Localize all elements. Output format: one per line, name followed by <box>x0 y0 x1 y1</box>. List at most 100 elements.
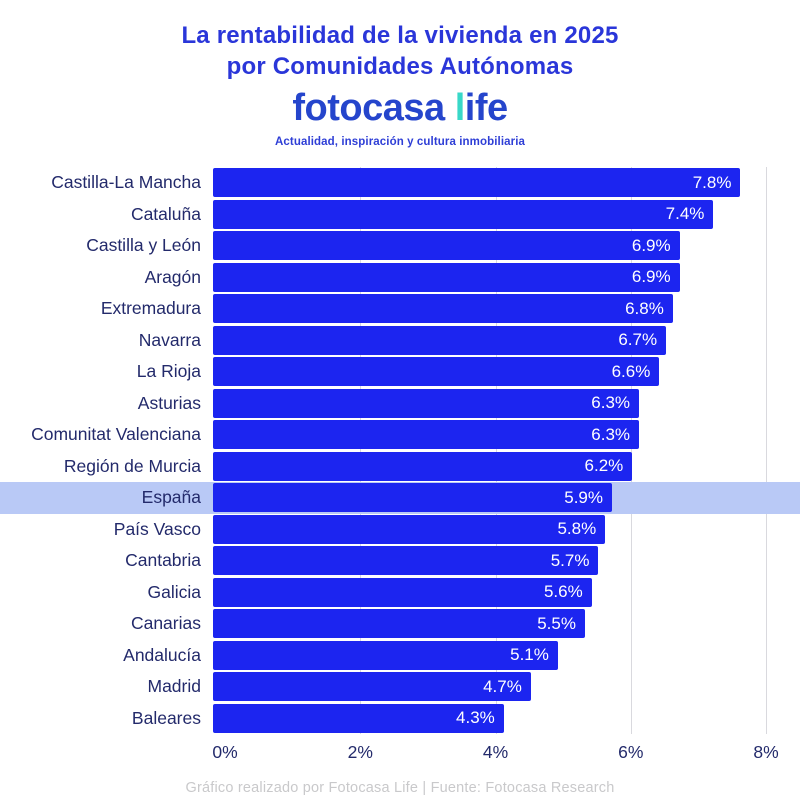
bar-value-label: 5.1% <box>510 645 549 665</box>
x-tick-label: 2% <box>347 742 373 762</box>
x-tick-label: 4% <box>482 742 509 762</box>
category-label: País Vasco <box>113 518 201 539</box>
bar-track: 6.8% <box>213 294 754 324</box>
bar-value-label: 6.9% <box>631 235 671 255</box>
bar-value-label: 6.3% <box>591 424 631 444</box>
bar: 6.2% <box>213 451 633 481</box>
bar-track: 5.6% <box>213 577 754 607</box>
category-label: Madrid <box>147 676 202 697</box>
chart-row: La Rioja 6.6% <box>0 356 800 388</box>
bar-track: 7.4% <box>213 199 754 229</box>
bar: 6.8% <box>213 294 673 324</box>
category-label: Cataluña <box>130 203 201 224</box>
bar-value-label: 6.3% <box>591 393 631 413</box>
bar-value-label: 7.8% <box>692 172 732 192</box>
logo-brand-text-rest: ife <box>464 87 508 129</box>
chart-row: Extremadura 6.8% <box>0 293 800 325</box>
x-tick-label: 0% <box>212 742 238 762</box>
page-title-line2: por Comunidades Autónomas <box>226 53 574 80</box>
bar-value-label: 5.5% <box>537 613 576 633</box>
bar-track: 6.3% <box>213 420 754 450</box>
header: La rentabilidad de la vivienda en 2025 p… <box>0 0 800 148</box>
category-label: Castilla-La Mancha <box>51 172 201 193</box>
category-label: Comunitat Valenciana <box>31 424 201 445</box>
bar: 6.9% <box>213 231 680 261</box>
bar-value-label: 4.7% <box>483 676 522 696</box>
chart-row: Baleares 4.3% <box>0 703 800 735</box>
bar-track: 5.9% <box>213 483 754 513</box>
bar-value-label: 6.2% <box>584 456 624 476</box>
category-label: Andalucía <box>123 644 201 665</box>
bar-track: 5.8% <box>213 514 754 544</box>
bar-value-label: 4.3% <box>456 708 495 728</box>
chart-row-highlighted: España 5.9% <box>0 482 800 514</box>
chart-row: Navarra 6.7% <box>0 325 800 357</box>
chart-row: Madrid 4.7% <box>0 671 800 703</box>
x-tick-label: 6% <box>618 742 644 762</box>
bar-track: 4.3% <box>213 703 754 733</box>
page-title-line1: La rentabilidad de la vivienda en 2025 <box>181 22 619 49</box>
bar: 4.7% <box>213 672 531 702</box>
bar-value-label: 6.8% <box>625 298 664 318</box>
chart-row: Aragón 6.9% <box>0 262 800 294</box>
chart-row: Región de Murcia 6.2% <box>0 451 800 483</box>
bar-chart: Castilla-La Mancha 7.8% Cataluña 7.4% Castil… <box>0 167 800 768</box>
bar: 6.3% <box>213 388 640 418</box>
bar-track: 5.1% <box>213 640 754 670</box>
bar-track: 5.5% <box>213 609 754 639</box>
gridline <box>630 167 632 734</box>
bar-track: 7.8% <box>213 168 754 198</box>
chart-row: Castilla-La Mancha 7.8% <box>0 167 800 199</box>
bar-value-label: 6.6% <box>611 361 651 381</box>
category-label: La Rioja <box>136 361 201 382</box>
bar: 5.8% <box>213 514 606 544</box>
gridline <box>495 167 497 734</box>
bar-value-label: 5.6% <box>543 582 583 602</box>
bar: 5.9% <box>213 483 612 513</box>
bar: 5.1% <box>213 640 558 670</box>
x-axis: 0% 2% 4% 6% 8% <box>212 734 778 768</box>
bar: 5.5% <box>213 609 585 639</box>
category-label: Aragón <box>144 266 201 287</box>
bar: 5.6% <box>213 577 592 607</box>
gridline <box>766 167 767 734</box>
bar-track: 6.7% <box>213 325 754 355</box>
chart-row: Cataluña 7.4% <box>0 199 800 231</box>
logo-brand-text: fotocasa <box>292 87 455 129</box>
fotocasa-life-logo: fotocasa life <box>0 88 800 136</box>
bar: 4.3% <box>213 703 504 733</box>
chart-row: País Vasco 5.8% <box>0 514 800 546</box>
category-label: Canarias <box>130 613 201 634</box>
category-label: Galicia <box>147 581 202 602</box>
gridlines <box>225 167 767 734</box>
bar-value-label: 6.7% <box>618 330 658 350</box>
bar-value-label: 5.8% <box>557 519 597 539</box>
bar: 6.3% <box>213 420 640 450</box>
category-label: Baleares <box>131 707 201 728</box>
bar: 6.6% <box>213 357 660 387</box>
category-label: Asturias <box>137 392 201 413</box>
category-label: Castilla y León <box>86 235 201 256</box>
bar-value-label: 6.9% <box>631 267 671 287</box>
chart-row: Castilla y León 6.9% <box>0 230 800 262</box>
bar-value-label: 5.9% <box>564 487 603 507</box>
chart-row: Canarias 5.5% <box>0 608 800 640</box>
bar-track: 6.3% <box>213 388 754 418</box>
bar-track: 6.9% <box>213 262 754 292</box>
chart-row: Comunitat Valenciana 6.3% <box>0 419 800 451</box>
chart-row: Andalucía 5.1% <box>0 640 800 672</box>
chart-row: Asturias 6.3% <box>0 388 800 420</box>
chart-rows: Castilla-La Mancha 7.8% Cataluña 7.4% Castil… <box>0 167 800 734</box>
category-label: Región de Murcia <box>63 455 201 476</box>
chart-row: Cantabria 5.7% <box>0 545 800 577</box>
bar-track: 6.6% <box>213 357 754 387</box>
bar: 7.8% <box>213 168 741 198</box>
category-label: Navarra <box>138 329 201 350</box>
bar-track: 4.7% <box>213 672 754 702</box>
category-label: Extremadura <box>100 298 201 319</box>
logo-tagline: Actualidad, inspiración y cultura inmobi… <box>275 136 525 148</box>
bar-track: 6.9% <box>213 231 754 261</box>
bar: 7.4% <box>213 199 714 229</box>
bar: 6.9% <box>213 262 680 292</box>
